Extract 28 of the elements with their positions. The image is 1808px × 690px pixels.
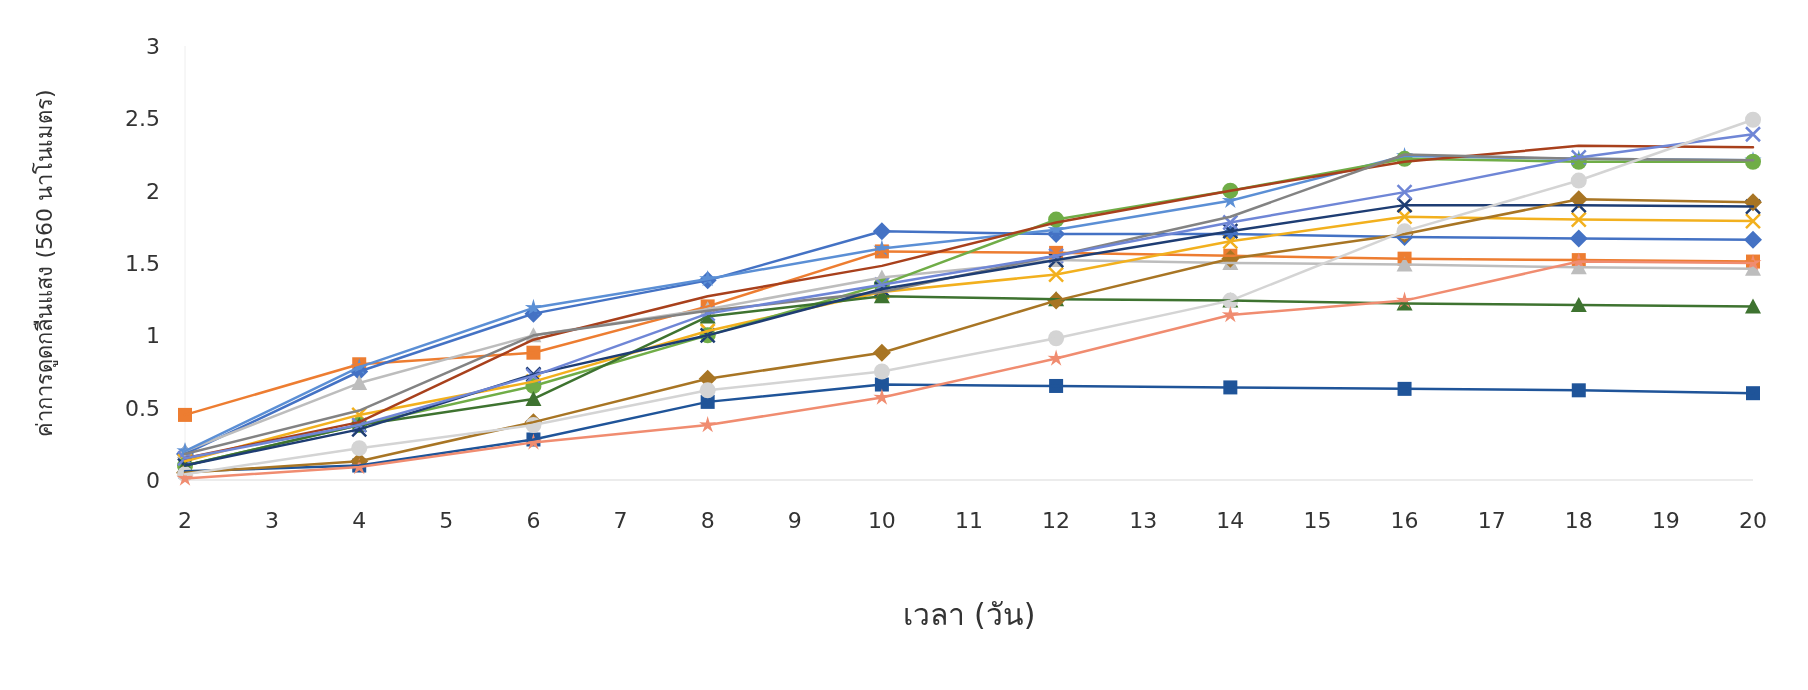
x-axis-title: เวลา (วัน) [902,597,1036,632]
x-tick-label: 11 [955,508,983,533]
y-tick-label: 0.5 [125,395,160,421]
y-tick-label: 1.5 [125,251,160,276]
x-tick-label: 12 [1042,508,1071,533]
x-tick-label: 9 [787,508,802,533]
x-tick-label: 7 [613,508,628,533]
x-tick-label: 15 [1303,508,1332,533]
y-tick-label: 2.5 [125,106,160,132]
x-tick-label: 16 [1390,508,1419,533]
y-tick-label: 2 [146,178,160,204]
x-tick-label: 3 [265,508,280,533]
x-tick-label: 5 [439,508,454,533]
x-tick-label: 10 [867,508,896,533]
y-tick-label: 3 [146,34,160,59]
x-tick-label: 6 [526,508,541,533]
x-tick-label: 18 [1564,508,1593,533]
y-tick-label: 0 [146,468,160,493]
x-tick-label: 2 [178,508,192,533]
x-tick-label: 4 [352,508,367,533]
x-tick-label: 13 [1129,508,1158,533]
x-tick-label: 20 [1739,508,1767,533]
x-tick-label: 8 [700,508,715,533]
y-axis-title: ค่าการดูดกลืนแสง (560 นาโนเมตร) [32,89,58,437]
x-tick-label: 19 [1651,508,1680,533]
y-tick-label: 1 [146,323,160,349]
x-tick-label: 17 [1477,508,1506,533]
x-tick-label: 14 [1216,508,1245,533]
